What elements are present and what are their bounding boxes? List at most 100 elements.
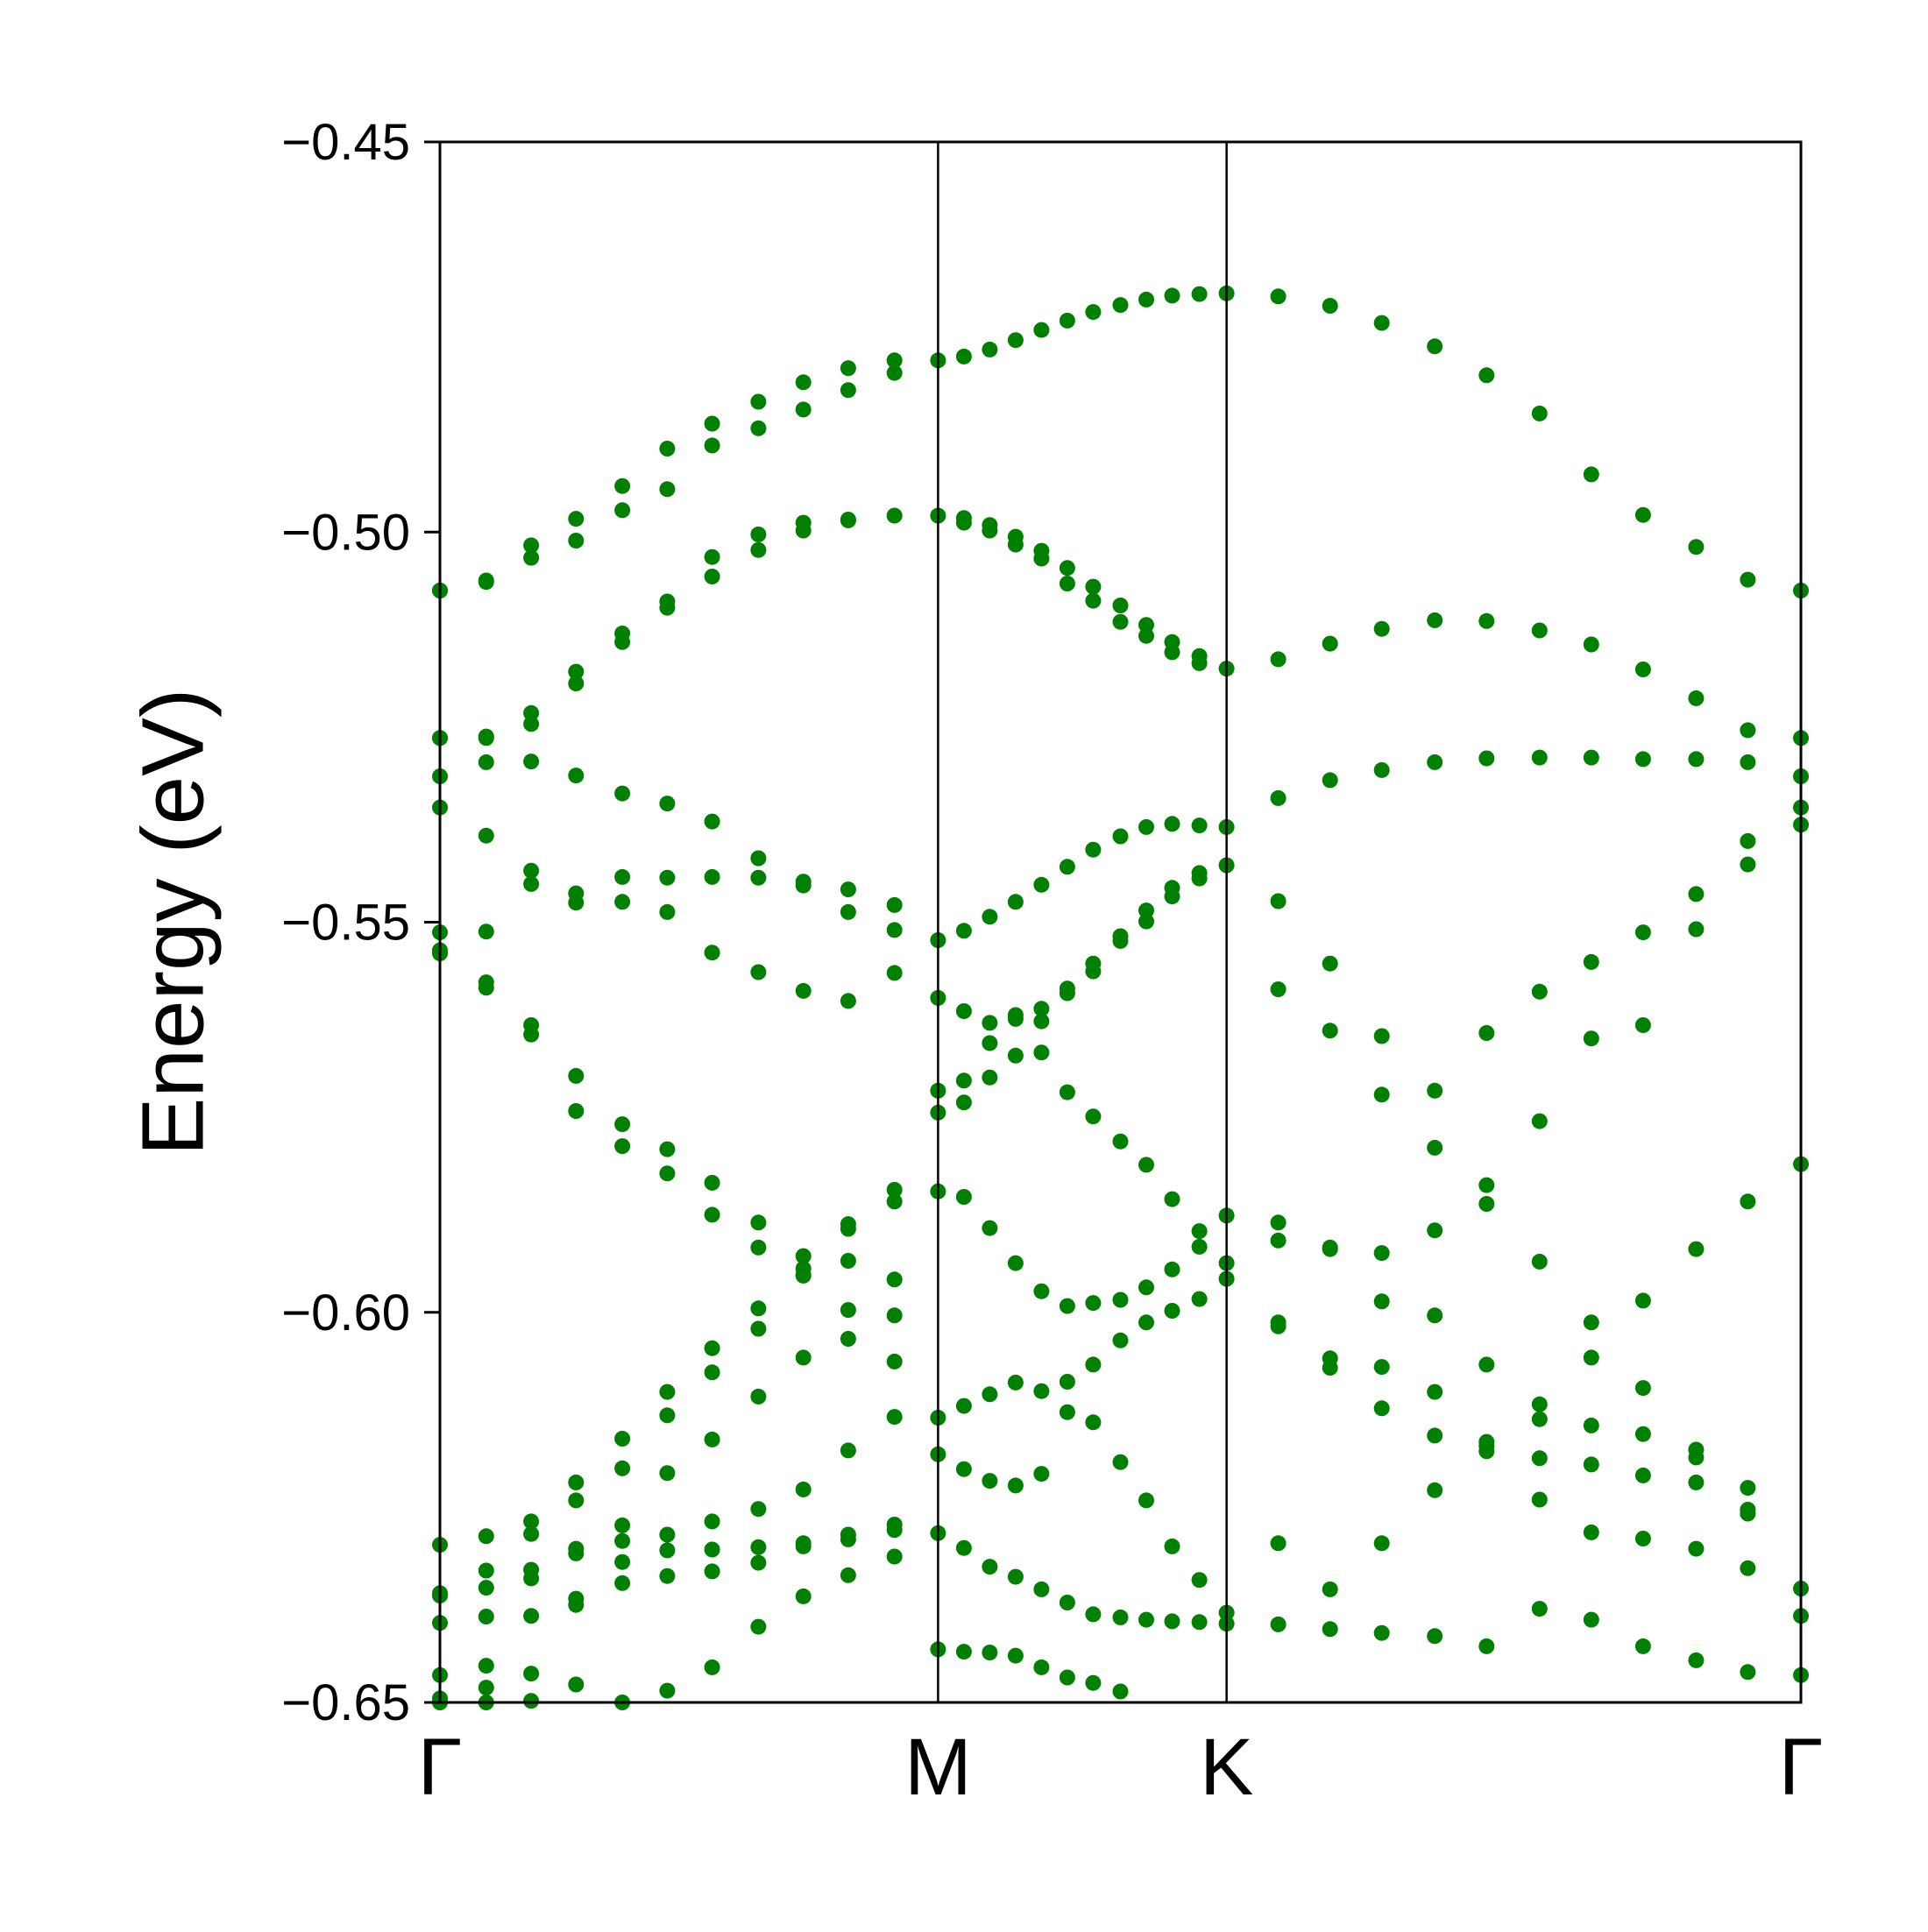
band-point: [982, 1035, 998, 1051]
band-point: [1531, 1411, 1548, 1427]
band-point: [1634, 1638, 1651, 1654]
band-point: [795, 1349, 812, 1366]
band-point: [614, 1575, 631, 1591]
band-point: [1007, 1007, 1024, 1023]
band-point: [1688, 886, 1705, 902]
band-point: [1059, 1298, 1075, 1314]
band-point: [659, 599, 676, 616]
band-point: [1270, 1616, 1287, 1632]
band-point: [523, 1525, 540, 1542]
band-point: [1427, 1082, 1443, 1099]
band-point: [478, 728, 494, 745]
band-point: [1007, 1047, 1024, 1064]
band-point: [1112, 1454, 1129, 1470]
band-point: [1740, 1193, 1756, 1210]
band-point: [1138, 1314, 1154, 1331]
band-point: [1033, 1659, 1050, 1675]
band-point: [478, 1562, 494, 1579]
band-point: [955, 1189, 972, 1205]
band-point: [1634, 1531, 1651, 1546]
band-point: [1688, 1540, 1705, 1557]
band-point: [1033, 876, 1050, 893]
band-point: [1138, 1157, 1154, 1173]
band-point: [478, 572, 494, 589]
band-point: [955, 1003, 972, 1019]
band-point: [750, 1239, 767, 1256]
band-point: [704, 1340, 720, 1356]
band-point: [1478, 1025, 1495, 1041]
band-point: [750, 1300, 767, 1317]
band-point: [1373, 1293, 1390, 1310]
band-point: [1270, 1232, 1287, 1249]
band-point: [1634, 1467, 1651, 1483]
band-point: [1138, 818, 1154, 835]
band-point: [1427, 1427, 1443, 1444]
band-point: [704, 1207, 720, 1223]
band-point: [840, 1331, 856, 1347]
band-point: [982, 341, 998, 357]
band-point: [1634, 506, 1651, 523]
band-point: [1373, 620, 1390, 637]
band-point: [523, 1513, 540, 1530]
band-point: [1033, 1466, 1050, 1483]
band-point: [795, 1538, 812, 1554]
band-point: [886, 896, 903, 913]
band-point: [955, 1539, 972, 1556]
band-point: [1270, 651, 1287, 668]
band-point: [982, 1015, 998, 1031]
band-point: [704, 1513, 720, 1530]
band-point: [750, 869, 767, 886]
band-point: [1191, 655, 1208, 671]
band-point: [1059, 560, 1075, 577]
band-point: [840, 903, 856, 920]
band-point: [614, 1460, 631, 1476]
band-point: [1085, 592, 1102, 609]
band-point: [1688, 921, 1705, 938]
band-point: [886, 364, 903, 381]
band-point: [840, 881, 856, 898]
band-point: [1007, 894, 1024, 910]
band-point: [795, 374, 812, 391]
band-point: [1740, 856, 1756, 873]
band-point: [1007, 1568, 1024, 1585]
band-point: [1112, 828, 1129, 845]
band-point: [1270, 288, 1287, 305]
band-point: [1478, 1177, 1495, 1193]
band-points: [432, 285, 1809, 1710]
band-point: [1270, 1314, 1287, 1331]
band-point: [1059, 1669, 1075, 1686]
band-point: [614, 1553, 631, 1570]
band-point: [1688, 1652, 1705, 1668]
band-point: [886, 1307, 903, 1324]
band-point: [568, 511, 585, 527]
band-point: [886, 1353, 903, 1369]
band-point: [1688, 1474, 1705, 1490]
band-point: [1007, 1374, 1024, 1391]
band-point: [478, 980, 494, 996]
band-point: [704, 1364, 720, 1381]
band-point: [1688, 751, 1705, 768]
band-point: [840, 1531, 856, 1547]
band-point: [478, 1580, 494, 1596]
band-point: [1085, 1356, 1102, 1373]
band-point: [1112, 1609, 1129, 1625]
band-point: [1583, 1314, 1599, 1331]
band-point: [1191, 817, 1208, 834]
band-point: [568, 1474, 585, 1490]
band-point: [1112, 297, 1129, 314]
band-point: [750, 1214, 767, 1231]
band-point: [1270, 789, 1287, 806]
band-point: [1322, 1023, 1338, 1039]
band-point: [955, 1094, 972, 1111]
band-point: [750, 1618, 767, 1635]
band-point: [1427, 338, 1443, 355]
band-point: [1373, 315, 1390, 331]
band-point: [955, 348, 972, 364]
band-point: [840, 993, 856, 1009]
band-point: [1112, 1292, 1129, 1308]
band-point: [614, 1138, 631, 1155]
band-point: [1740, 1664, 1756, 1681]
band-point: [750, 1320, 767, 1337]
band-point: [1059, 1084, 1075, 1100]
